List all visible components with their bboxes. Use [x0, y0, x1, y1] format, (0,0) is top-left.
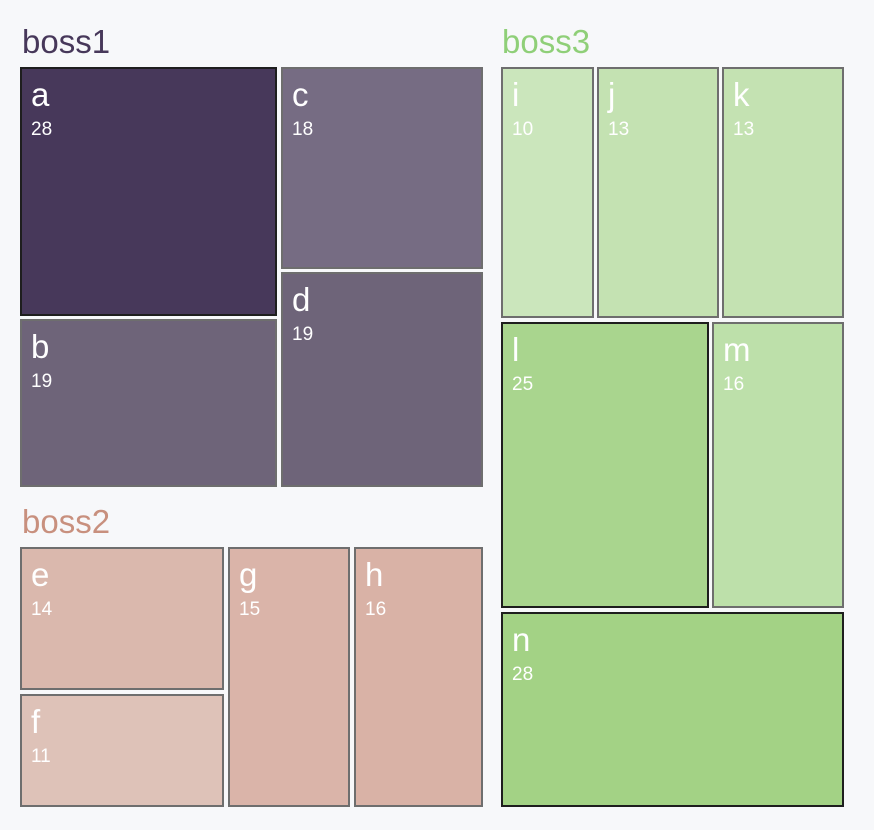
tile-value-i: 10: [512, 119, 534, 140]
group-title-boss2: boss2: [22, 503, 111, 540]
tile-a[interactable]: a 28: [20, 67, 277, 316]
tile-e[interactable]: e 14: [20, 547, 224, 690]
tile-label-g: g: [239, 556, 258, 593]
tile-value-d: 19: [292, 324, 314, 345]
tile-d[interactable]: d 19: [281, 272, 483, 487]
tile-value-k: 13: [733, 119, 755, 140]
tile-label-i: i: [512, 76, 520, 113]
tile-label-c: c: [292, 76, 309, 113]
tile-label-n: n: [512, 621, 531, 658]
group-title-boss1: boss1: [22, 23, 111, 60]
tile-value-f: 11: [31, 746, 51, 767]
tile-g[interactable]: g 15: [228, 547, 350, 807]
tile-value-m: 16: [723, 374, 745, 395]
tile-label-b: b: [31, 328, 50, 365]
tile-k[interactable]: k 13: [722, 67, 844, 318]
tile-label-a: a: [31, 76, 50, 113]
tile-i[interactable]: i 10: [501, 67, 594, 318]
tile-label-j: j: [608, 76, 616, 113]
tile-m[interactable]: m 16: [712, 322, 844, 608]
tile-j[interactable]: j 13: [597, 67, 719, 318]
tile-value-e: 14: [31, 599, 53, 620]
tile-label-d: d: [292, 281, 311, 318]
tile-label-e: e: [31, 556, 50, 593]
tile-value-g: 15: [239, 599, 261, 620]
tile-value-a: 28: [31, 119, 53, 140]
tile-label-f: f: [31, 703, 41, 740]
tile-b[interactable]: b 19: [20, 319, 277, 487]
tile-value-h: 16: [365, 599, 387, 620]
tile-n[interactable]: n 28: [501, 612, 844, 807]
tile-label-k: k: [733, 76, 750, 113]
tile-value-l: 25: [512, 374, 534, 395]
tile-value-c: 18: [292, 119, 314, 140]
tile-label-h: h: [365, 556, 384, 593]
tile-value-j: 13: [608, 119, 630, 140]
tile-value-b: 19: [31, 371, 53, 392]
tile-label-l: l: [512, 331, 520, 368]
tile-h[interactable]: h 16: [354, 547, 483, 807]
tile-label-m: m: [723, 331, 751, 368]
tile-l[interactable]: l 25: [501, 322, 709, 608]
tile-c[interactable]: c 18: [281, 67, 483, 269]
tile-value-n: 28: [512, 664, 534, 685]
group-title-boss3: boss3: [502, 23, 591, 60]
tile-f[interactable]: f 11: [20, 694, 224, 807]
